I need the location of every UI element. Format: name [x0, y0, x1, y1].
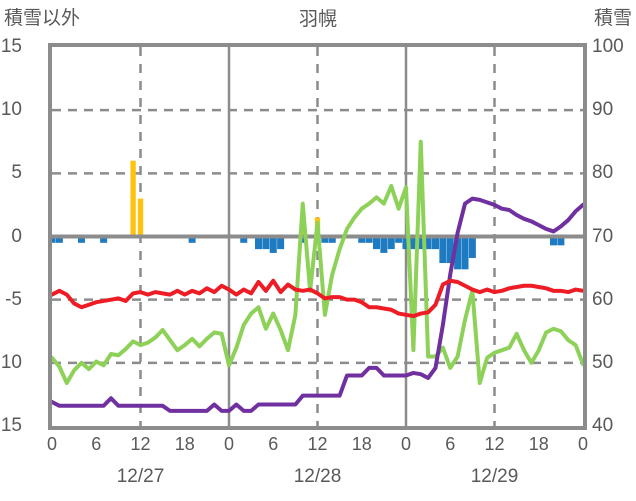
x-hour-tick: 0: [223, 434, 235, 454]
snow-depth-line: [52, 196, 583, 413]
precip-bar: [372, 236, 381, 250]
precip-bar: [100, 236, 108, 243]
precip-bar: [461, 236, 469, 270]
y-right-tick: 40: [592, 415, 614, 436]
precip-bar: [240, 236, 248, 243]
x-hour-tick: 6: [445, 434, 456, 454]
precip-bar: [277, 236, 285, 250]
precip-bar: [424, 236, 432, 250]
y-right-tick: 100: [592, 36, 624, 57]
precip-bar: [262, 236, 270, 250]
temperature-line: [52, 278, 583, 319]
y-left-tick: -15: [0, 415, 22, 436]
x-hour-tick: 12: [130, 434, 151, 454]
precip-bar: [299, 236, 307, 243]
x-hour-tick: 18: [351, 434, 372, 454]
y-left-tick: 10: [0, 99, 22, 121]
y-left-tick: -10: [0, 351, 22, 373]
sunshine-bar: [137, 198, 144, 237]
precip-bar: [358, 236, 366, 243]
plot-inner: [52, 47, 583, 426]
y-left-tick: 0: [11, 225, 22, 247]
precip-bar: [365, 236, 373, 243]
sunshine-bar: [130, 160, 136, 237]
precip-bar: [55, 236, 63, 243]
y-left-tick: -5: [5, 288, 22, 310]
x-hour-tick: 0: [46, 434, 58, 454]
y-right-tick: 70: [592, 225, 614, 247]
chart-canvas: [52, 47, 583, 426]
x-hour-tick: 18: [174, 434, 195, 454]
y-left-tick: 5: [11, 162, 22, 184]
precip-bar: [402, 236, 410, 250]
x-hour-tick: 0: [400, 434, 412, 454]
precip-bar: [77, 236, 86, 243]
x-hour-tick: 0: [577, 434, 589, 454]
x-hour-tick: 6: [91, 434, 102, 454]
y-right-tick: 50: [592, 351, 614, 373]
y-right-tick: 60: [592, 288, 614, 310]
x-hour-tick: 18: [528, 434, 549, 454]
precip-bar: [446, 236, 454, 264]
precip-bar: [328, 236, 336, 243]
precip-bar: [254, 236, 263, 250]
y-left-tick: 15: [0, 36, 22, 57]
left-axis-title: 積雪以外: [4, 8, 81, 29]
precip-bar: [439, 236, 447, 264]
precip-bar: [321, 236, 329, 243]
precip-bar: [52, 236, 56, 243]
precip-bar: [409, 236, 417, 250]
x-date-label: 12/27: [116, 466, 165, 487]
x-date-label: 12/28: [293, 466, 342, 487]
precip-bar: [549, 236, 558, 246]
precip-bar: [454, 236, 462, 270]
precip-bar: [468, 236, 476, 258]
plot-area: [48, 43, 587, 430]
x-date-label: 12/29: [470, 466, 519, 487]
precip-bar: [269, 236, 277, 253]
precip-bar: [417, 236, 425, 250]
precip-bar: [380, 236, 388, 253]
y-right-tick: 90: [592, 99, 614, 121]
right-axis-title: 積雪: [593, 8, 632, 29]
precip-bar: [395, 236, 403, 243]
wind-speed-line: [52, 139, 583, 386]
precip-bar: [387, 236, 395, 250]
precip-bar: [431, 236, 440, 250]
x-hour-tick: 12: [307, 434, 328, 454]
y-right-tick: 80: [592, 162, 614, 184]
chart-title: 羽幌: [298, 9, 337, 30]
precip-bar: [188, 236, 196, 243]
precip-bar: [557, 236, 565, 246]
x-hour-tick: 12: [484, 434, 505, 454]
x-hour-tick: 6: [268, 434, 279, 454]
